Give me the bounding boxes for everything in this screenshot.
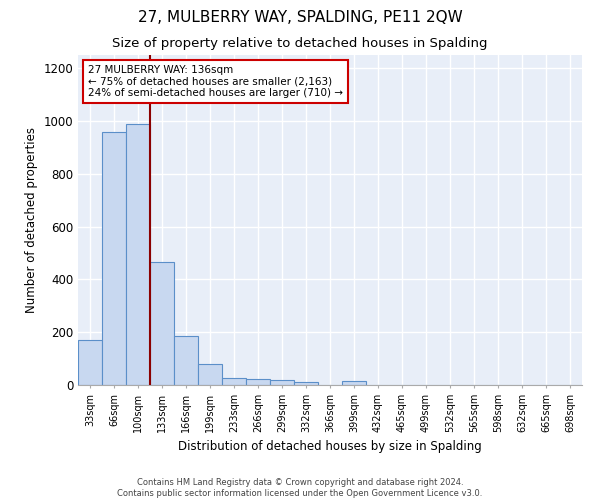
Bar — [342, 382, 366, 385]
Bar — [126, 124, 150, 385]
Bar — [270, 380, 294, 385]
Bar — [174, 336, 198, 385]
Bar — [78, 340, 102, 385]
Bar — [246, 379, 270, 385]
Bar — [222, 378, 246, 385]
Text: Size of property relative to detached houses in Spalding: Size of property relative to detached ho… — [112, 38, 488, 51]
Bar — [150, 262, 174, 385]
Text: 27 MULBERRY WAY: 136sqm
← 75% of detached houses are smaller (2,163)
24% of semi: 27 MULBERRY WAY: 136sqm ← 75% of detache… — [88, 65, 343, 98]
X-axis label: Distribution of detached houses by size in Spalding: Distribution of detached houses by size … — [178, 440, 482, 454]
Text: 27, MULBERRY WAY, SPALDING, PE11 2QW: 27, MULBERRY WAY, SPALDING, PE11 2QW — [137, 10, 463, 25]
Y-axis label: Number of detached properties: Number of detached properties — [25, 127, 38, 313]
Text: Contains HM Land Registry data © Crown copyright and database right 2024.
Contai: Contains HM Land Registry data © Crown c… — [118, 478, 482, 498]
Bar — [198, 364, 222, 385]
Bar — [102, 132, 126, 385]
Bar — [294, 382, 318, 385]
